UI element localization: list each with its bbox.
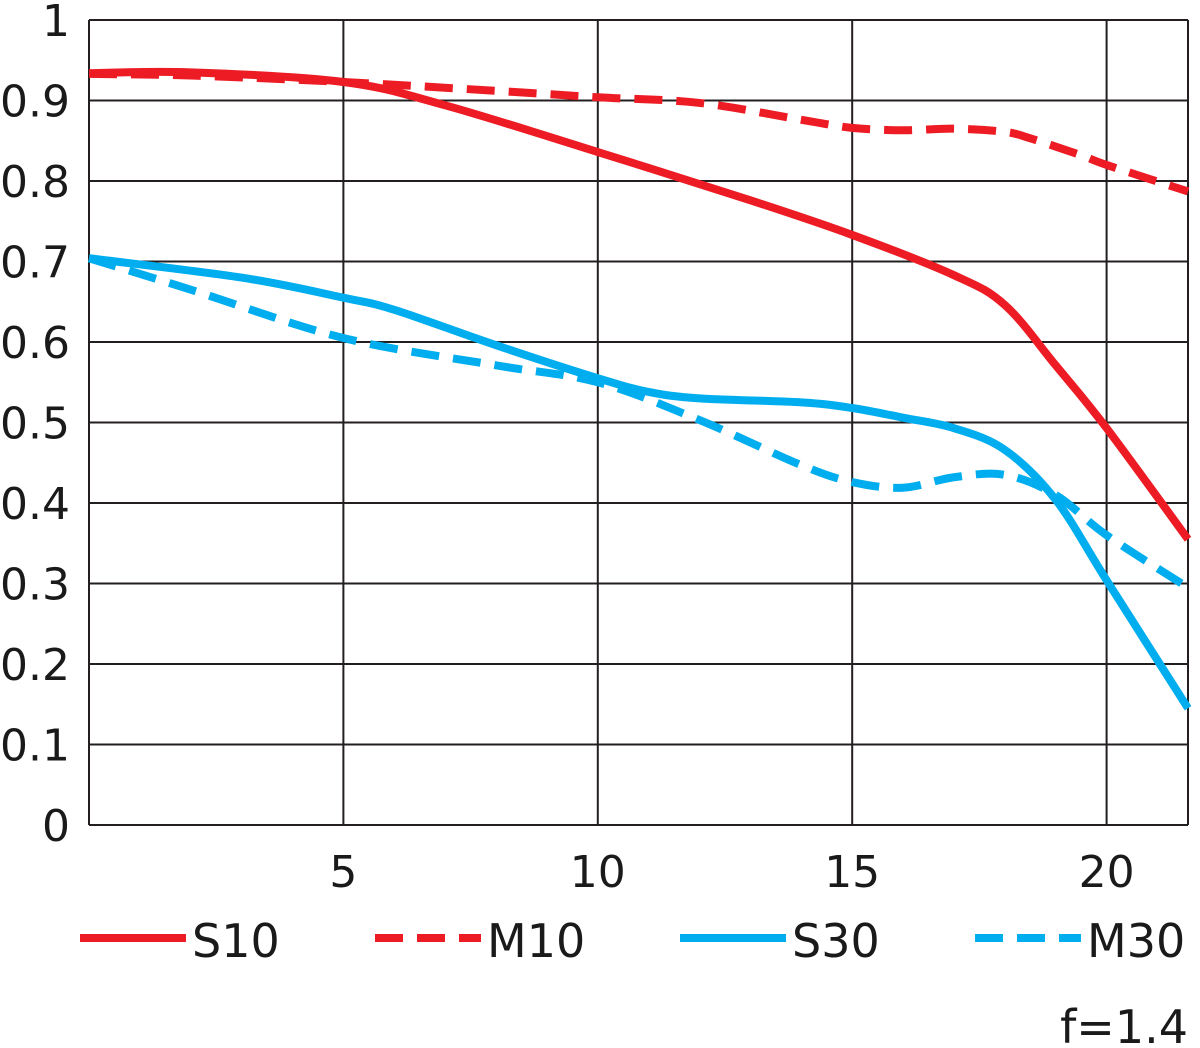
y-tick-label: 0.5 xyxy=(0,399,70,450)
series-lines xyxy=(87,67,1192,711)
y-tick-label: 0.8 xyxy=(0,157,70,208)
y-tick-label: 0 xyxy=(42,801,70,852)
y-tick-label: 0.4 xyxy=(0,479,70,530)
y-tick-label: 0.1 xyxy=(0,721,70,772)
grid xyxy=(88,19,1189,826)
y-tick-label: 0.6 xyxy=(0,318,70,369)
legend-label-s30: S30 xyxy=(792,914,880,968)
aperture-annotation: f=1.4 xyxy=(1060,1000,1188,1048)
legend-label-m10: M10 xyxy=(487,914,585,968)
y-tick-label: 0.2 xyxy=(0,640,70,691)
axes: 00.10.20.30.40.50.60.70.80.915 10 15 20 xyxy=(0,0,1135,898)
series-line-m30 xyxy=(87,254,1191,591)
legend-label-s10: S10 xyxy=(192,914,280,968)
x-tick-label: 5 xyxy=(329,847,357,898)
x-tick-label: 10 xyxy=(570,847,626,898)
y-tick-label: 1 xyxy=(42,0,70,47)
x-tick-label: 20 xyxy=(1079,847,1135,898)
y-tick-label: 0.9 xyxy=(0,77,70,128)
legend: S10 M10 S30 M30 xyxy=(80,914,1185,968)
series-line-m10 xyxy=(88,69,1190,196)
y-tick-label: 0.3 xyxy=(0,560,70,611)
y-tick-label: 0.7 xyxy=(0,238,70,289)
legend-label-m30: M30 xyxy=(1087,914,1185,968)
x-tick-label: 15 xyxy=(824,847,880,898)
series-line-s30 xyxy=(88,254,1192,711)
